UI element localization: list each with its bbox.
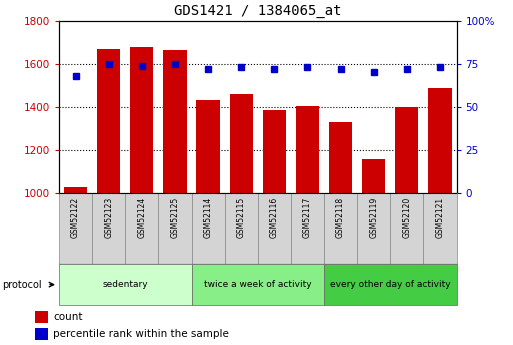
- Bar: [92, 193, 125, 264]
- Bar: [396, 107, 419, 193]
- Text: GSM52116: GSM52116: [270, 197, 279, 238]
- Bar: [225, 193, 258, 264]
- Text: every other day of activity: every other day of activity: [330, 280, 450, 289]
- Text: percentile rank within the sample: percentile rank within the sample: [53, 329, 229, 339]
- Bar: [191, 193, 225, 264]
- Title: GDS1421 / 1384065_at: GDS1421 / 1384065_at: [174, 4, 342, 18]
- Bar: [258, 193, 291, 264]
- Bar: [64, 187, 87, 193]
- Text: GSM52125: GSM52125: [170, 197, 180, 238]
- Bar: [263, 110, 286, 193]
- Bar: [324, 193, 357, 264]
- Text: count: count: [53, 312, 83, 322]
- Bar: [423, 193, 457, 264]
- Text: GSM52118: GSM52118: [336, 197, 345, 238]
- Bar: [296, 106, 319, 193]
- Bar: [329, 122, 352, 193]
- Text: GSM52123: GSM52123: [104, 197, 113, 238]
- Bar: [130, 47, 153, 193]
- Bar: [59, 193, 92, 264]
- Bar: [35, 310, 48, 323]
- Bar: [291, 193, 324, 264]
- Text: sedentary: sedentary: [103, 280, 148, 289]
- Text: GSM52120: GSM52120: [402, 197, 411, 238]
- Text: GSM52121: GSM52121: [436, 197, 444, 238]
- Text: GSM52119: GSM52119: [369, 197, 378, 238]
- Bar: [163, 50, 187, 193]
- Bar: [390, 193, 423, 264]
- Bar: [97, 49, 120, 193]
- Bar: [230, 94, 253, 193]
- Bar: [159, 193, 191, 264]
- Bar: [362, 159, 385, 193]
- Text: GSM52115: GSM52115: [236, 197, 246, 238]
- Bar: [191, 264, 324, 305]
- Bar: [125, 193, 159, 264]
- Text: GSM52117: GSM52117: [303, 197, 312, 238]
- Bar: [324, 264, 457, 305]
- Bar: [357, 193, 390, 264]
- Bar: [59, 264, 191, 305]
- Text: GSM52114: GSM52114: [204, 197, 212, 238]
- Text: GSM52122: GSM52122: [71, 197, 80, 238]
- Text: protocol: protocol: [3, 280, 42, 289]
- Bar: [428, 88, 451, 193]
- Text: GSM52124: GSM52124: [137, 197, 146, 238]
- Text: twice a week of activity: twice a week of activity: [204, 280, 311, 289]
- Bar: [196, 100, 220, 193]
- Bar: [35, 328, 48, 340]
